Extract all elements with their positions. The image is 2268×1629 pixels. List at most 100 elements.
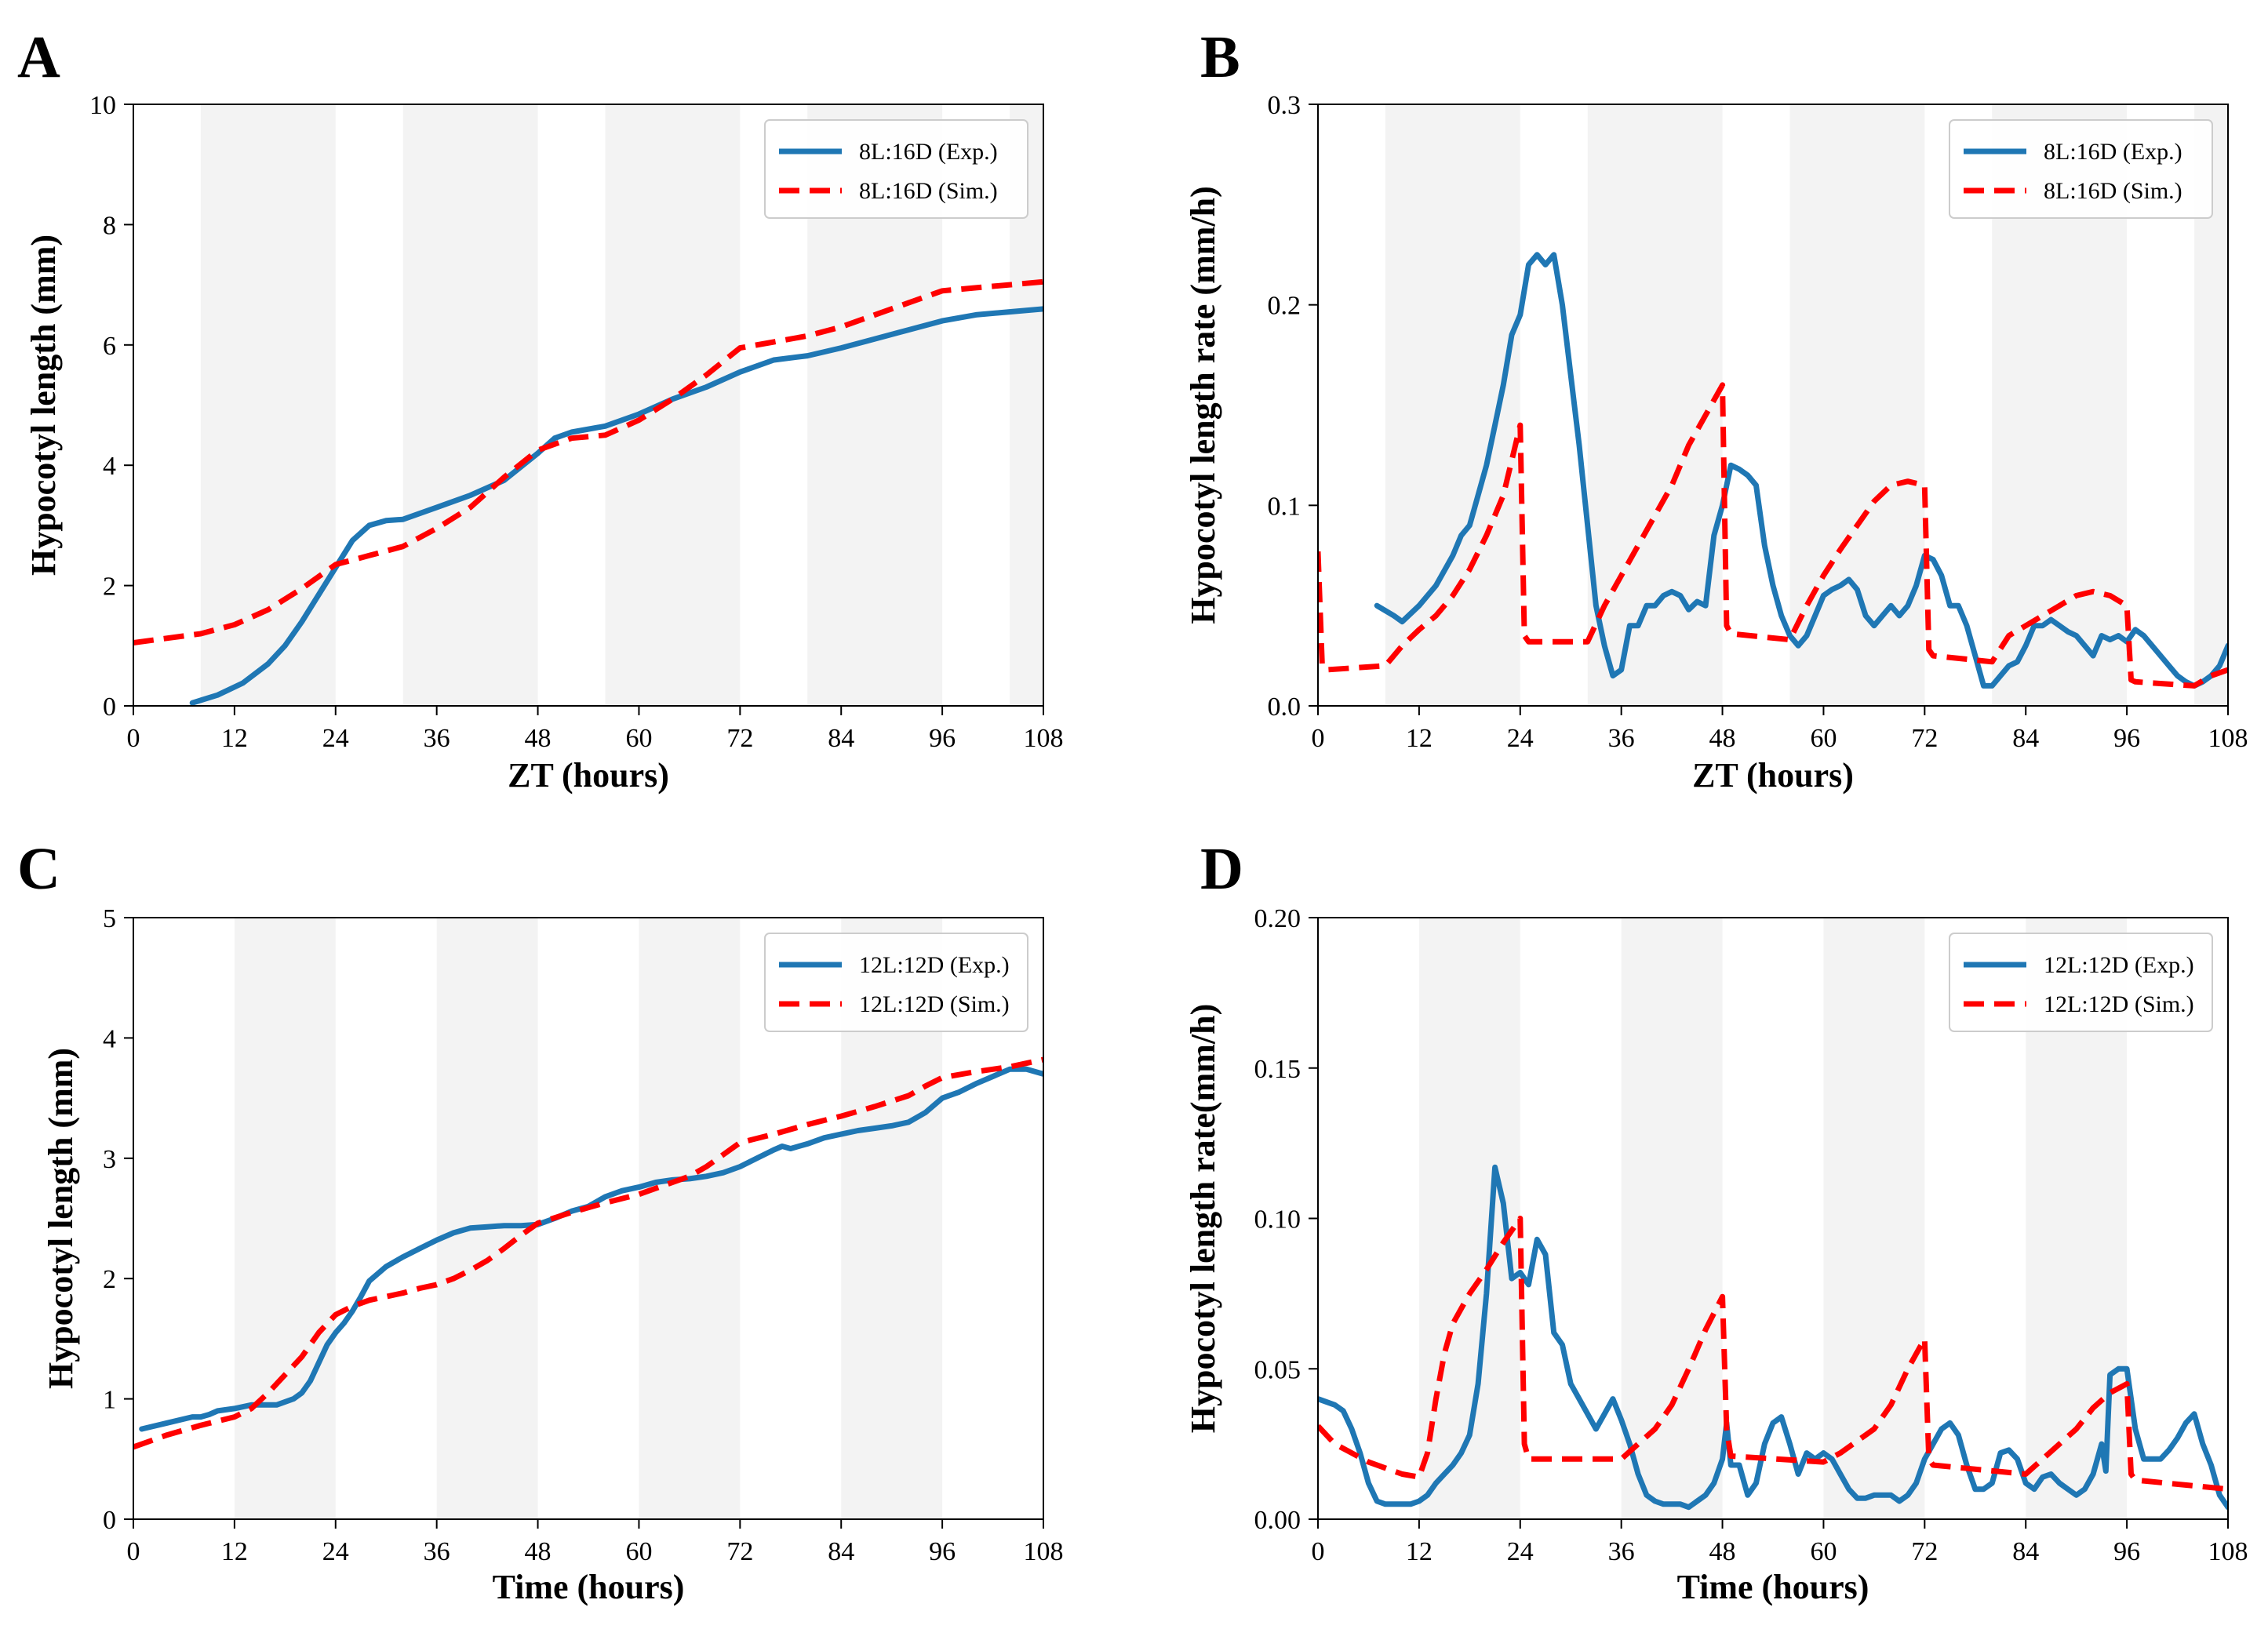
- panel-letter: D: [1200, 836, 1243, 902]
- legend-box: [764, 933, 1028, 1032]
- dark-period-band: [200, 104, 336, 706]
- sim-series-line: [1318, 1216, 2228, 1493]
- y-tick-label: 4: [103, 1024, 116, 1053]
- legend-label: 8L:16D (Sim.): [859, 178, 998, 204]
- x-axis-label: ZT (hours): [1692, 756, 1854, 795]
- y-tick-label: 0.1: [1268, 492, 1301, 521]
- x-tick-label: 24: [322, 724, 349, 753]
- x-tick-label: 60: [625, 724, 652, 753]
- x-tick-label: 60: [1810, 724, 1837, 753]
- y-axis-label: Hypocotyl length rate(mm/h): [1184, 1004, 1222, 1433]
- x-tick-label: 0: [127, 1537, 140, 1566]
- x-tick-label: 84: [828, 724, 854, 753]
- x-axis-label: Time (hours): [493, 1568, 685, 1606]
- x-tick-label: 48: [525, 1537, 552, 1566]
- x-tick-label: 0: [1312, 1537, 1325, 1566]
- x-tick-label: 12: [221, 1537, 248, 1566]
- y-tick-label: 0.20: [1254, 904, 1301, 933]
- legend-label: 8L:16D (Exp.): [2044, 139, 2182, 165]
- legend-label: 12L:12D (Exp.): [2044, 952, 2194, 978]
- x-tick-label: 12: [221, 724, 248, 753]
- sim-series-line: [133, 1056, 1043, 1450]
- x-axis-label: ZT (hours): [508, 756, 669, 795]
- dark-period-band: [1789, 104, 1925, 706]
- x-tick-label: 96: [929, 1537, 956, 1566]
- legend: 12L:12D (Exp.) 12L:12D (Sim.): [764, 933, 1028, 1032]
- x-tick-label: 36: [1608, 1537, 1635, 1566]
- x-tick-label: 84: [828, 1537, 854, 1566]
- y-axis-label: Hypocotyl length (mm): [24, 235, 63, 576]
- y-tick-label: 0.15: [1254, 1055, 1301, 1084]
- y-tick-label: 2: [103, 573, 116, 602]
- x-tick-label: 72: [1911, 724, 1938, 753]
- y-tick-label: 0: [103, 1506, 116, 1535]
- panel-letter: B: [1200, 24, 1240, 90]
- x-tick-label: 0: [1312, 724, 1325, 753]
- y-tick-label: 6: [103, 332, 116, 361]
- dark-period-band: [436, 918, 538, 1519]
- dark-period-band: [1621, 918, 1723, 1519]
- x-tick-label: 72: [726, 724, 753, 753]
- x-tick-label: 72: [726, 1537, 753, 1566]
- y-axis-label: Hypocotyl length (mm): [42, 1048, 80, 1389]
- x-tick-label: 96: [929, 724, 956, 753]
- x-tick-label: 36: [424, 724, 450, 753]
- y-tick-label: 0.2: [1268, 292, 1301, 321]
- y-tick-label: 8: [103, 211, 116, 240]
- sim-series-line: [133, 278, 1043, 645]
- y-tick-label: 0.10: [1254, 1205, 1301, 1234]
- y-tick-label: 2: [103, 1265, 116, 1294]
- x-tick-label: 72: [1911, 1537, 1938, 1566]
- x-tick-label: 24: [322, 1537, 349, 1566]
- x-tick-label: 12: [1406, 724, 1433, 753]
- dark-period-band: [1823, 918, 1925, 1519]
- x-tick-label: 108: [2208, 1537, 2248, 1566]
- panel-letter: A: [17, 24, 60, 90]
- exp-series-line: [1374, 252, 2228, 689]
- legend-label: 12L:12D (Sim.): [2044, 991, 2194, 1017]
- panel-B: 0 12 24 36 48 60 72 84 96 108 0.0 0.1 0.2 0.3 ZT (hour…: [1184, 24, 2248, 795]
- y-tick-label: 3: [103, 1145, 116, 1174]
- x-tick-label: 108: [1024, 1537, 1064, 1566]
- legend-box: [1949, 119, 2213, 219]
- legend: 8L:16D (Exp.) 8L:16D (Sim.): [764, 119, 1028, 219]
- legend: 12L:12D (Exp.) 12L:12D (Sim.): [1949, 933, 2213, 1032]
- y-tick-label: 0.05: [1254, 1355, 1301, 1384]
- x-tick-label: 84: [2012, 724, 2039, 753]
- x-tick-label: 24: [1507, 1537, 1534, 1566]
- x-tick-label: 60: [625, 1537, 652, 1566]
- x-tick-label: 48: [1709, 724, 1736, 753]
- y-tick-label: 10: [89, 91, 116, 120]
- y-axis-label: Hypocotyl length rate (mm/h): [1184, 186, 1222, 624]
- y-tick-label: 0.0: [1268, 693, 1301, 722]
- legend: 8L:16D (Exp.) 8L:16D (Sim.): [1949, 119, 2213, 219]
- dark-period-band: [234, 918, 336, 1519]
- y-tick-label: 1: [103, 1386, 116, 1415]
- x-tick-label: 60: [1810, 1537, 1837, 1566]
- y-tick-label: 0.3: [1268, 91, 1301, 120]
- y-tick-label: 4: [103, 452, 116, 481]
- panel-letter: C: [17, 836, 60, 902]
- x-tick-label: 96: [2113, 1537, 2140, 1566]
- sim-series-line: [1318, 382, 2228, 689]
- legend-box: [764, 119, 1028, 219]
- y-tick-label: 0: [103, 693, 116, 722]
- axes-frame: [1317, 104, 2229, 707]
- x-tick-label: 36: [1608, 724, 1635, 753]
- legend-label: 12L:12D (Exp.): [859, 952, 1010, 978]
- legend-label: 8L:16D (Exp.): [859, 139, 998, 165]
- exp-series-line: [1318, 1164, 2228, 1511]
- x-tick-label: 108: [1024, 724, 1064, 753]
- x-tick-label: 0: [127, 724, 140, 753]
- axes-frame: [133, 104, 1044, 707]
- dark-period-band: [402, 104, 538, 706]
- legend-box: [1949, 933, 2213, 1032]
- y-tick-label: 0.00: [1254, 1506, 1301, 1535]
- y-tick-label: 5: [103, 904, 116, 933]
- axes-frame: [133, 917, 1044, 1520]
- x-tick-label: 48: [525, 724, 552, 753]
- x-tick-label: 48: [1709, 1537, 1736, 1566]
